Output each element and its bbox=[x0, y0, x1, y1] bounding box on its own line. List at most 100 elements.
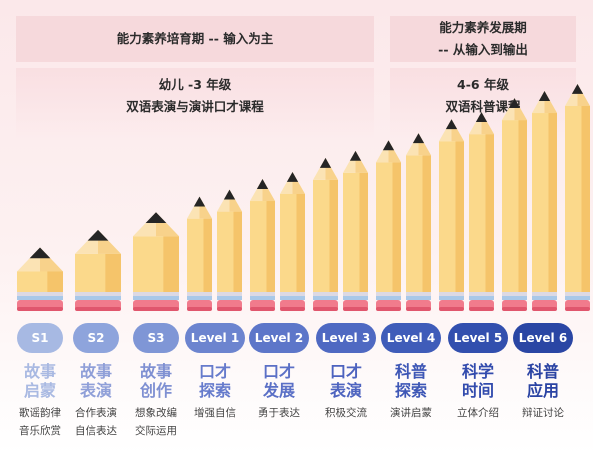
stage-description-line: 自信表达 bbox=[75, 425, 117, 437]
stage-description: 积极交流 bbox=[312, 404, 380, 422]
pencil-7 bbox=[280, 172, 305, 311]
stage-title-line: 时间 bbox=[461, 381, 494, 400]
left-grade-panel: 幼儿 -3 年级 双语表演与演讲口才课程 bbox=[16, 68, 374, 138]
pencil-band-gray bbox=[17, 292, 63, 296]
pencil-graphite-tip bbox=[256, 179, 269, 189]
pencil-body-shade bbox=[359, 172, 368, 292]
pencil-eraser-shade bbox=[376, 307, 401, 311]
pencil-16 bbox=[565, 84, 590, 311]
pencil-body-shade bbox=[163, 236, 179, 292]
pencil-band-gray bbox=[565, 292, 590, 296]
pencil-eraser-shade bbox=[187, 307, 212, 311]
pencil-4 bbox=[187, 196, 212, 311]
pencil-body-shade bbox=[105, 253, 121, 292]
pencil-2 bbox=[75, 229, 121, 311]
stage-title-line: 科普 bbox=[394, 362, 427, 381]
pencil-eraser-shade bbox=[469, 307, 494, 311]
stage-title-line: 应用 bbox=[526, 381, 559, 400]
stage-title-line: 口才 bbox=[262, 362, 295, 381]
pencil-body-shade bbox=[203, 218, 212, 292]
pencil-body-shade bbox=[455, 141, 464, 292]
stage-title-line: 创作 bbox=[139, 381, 172, 400]
pencil-graphite-tip bbox=[286, 172, 299, 182]
pencil-cone-shade bbox=[262, 179, 275, 202]
pencil-band-blue bbox=[313, 296, 338, 300]
stage-title-line: 故事 bbox=[139, 362, 172, 381]
pencil-graphite-tip bbox=[538, 91, 551, 101]
right-stage-title-line2: -- 从输入到输出 bbox=[438, 42, 528, 57]
pencil-band-blue bbox=[187, 296, 212, 300]
pencil-cone-shade bbox=[451, 119, 464, 142]
stage-description-line: 积极交流 bbox=[325, 407, 367, 419]
pencil-cone-shade bbox=[98, 229, 121, 254]
stage-badge: S2 bbox=[73, 323, 119, 353]
pencil-band-gray bbox=[439, 292, 464, 296]
stage-badge: Level 6 bbox=[513, 323, 573, 353]
pencil-6 bbox=[250, 179, 275, 311]
stage-badge: S3 bbox=[133, 323, 179, 353]
stage-title-line: 表演 bbox=[79, 381, 112, 400]
pencil-14 bbox=[502, 98, 527, 311]
stage-title: 科普 应用 bbox=[513, 362, 573, 400]
right-stage-title-line1: 能力素养发展期 bbox=[439, 20, 527, 35]
pencil-graphite-tip bbox=[145, 212, 167, 224]
pencil-body-shade bbox=[422, 155, 431, 292]
stage-badge: Level 1 bbox=[185, 323, 245, 353]
pencil-band-blue bbox=[250, 296, 275, 300]
stage-description-line: 想象改编 bbox=[135, 407, 177, 419]
pencil-band-blue bbox=[469, 296, 494, 300]
stage-title: 故事 创作 bbox=[126, 362, 186, 400]
stage-title: 口才 表演 bbox=[316, 362, 376, 400]
pencil-band-blue bbox=[502, 296, 527, 300]
stage-title-line: 口才 bbox=[198, 362, 231, 381]
pencil-1 bbox=[17, 247, 63, 311]
stage-title: 故事 启蒙 bbox=[10, 362, 70, 400]
pencil-band-blue bbox=[280, 296, 305, 300]
stage-title: 科普 探索 bbox=[381, 362, 441, 400]
pencil-body-shade bbox=[518, 120, 527, 292]
stage-title-line: 故事 bbox=[23, 362, 56, 381]
stage-title-line: 科学 bbox=[461, 362, 494, 381]
pencil-body-shade bbox=[581, 106, 590, 292]
pencil-band-gray bbox=[187, 292, 212, 296]
stage-description: 增强自信 bbox=[181, 404, 249, 422]
stage-title-line: 科普 bbox=[526, 362, 559, 381]
pencil-band-gray bbox=[280, 292, 305, 296]
stage-title-line: 发展 bbox=[262, 381, 295, 400]
stage-description: 演讲启蒙 bbox=[377, 404, 445, 422]
pencil-graphite-tip bbox=[445, 119, 458, 130]
pencil-band-gray bbox=[343, 292, 368, 296]
pencil-13 bbox=[469, 112, 494, 311]
stage-description: 辩证讨论 bbox=[509, 404, 577, 422]
pencil-eraser-shade bbox=[133, 307, 179, 311]
pencil-graphite-tip bbox=[223, 189, 236, 200]
stage-title-line: 表演 bbox=[329, 381, 362, 400]
stage-description-line: 辩证讨论 bbox=[522, 407, 564, 419]
pencil-body-shade bbox=[47, 271, 63, 292]
stage-description-line: 合作表演 bbox=[75, 407, 117, 419]
pencil-body-shade bbox=[296, 194, 305, 292]
pencil-band-blue bbox=[133, 296, 179, 300]
pencil-graphite-tip bbox=[508, 98, 521, 108]
pencil-band-blue bbox=[565, 296, 590, 300]
pencil-band-gray bbox=[217, 292, 242, 296]
pencil-body-shade bbox=[485, 134, 494, 292]
stage-description: 想象改编 交际运用 bbox=[122, 404, 190, 440]
pencil-graphite-tip bbox=[475, 112, 488, 123]
stage-badge: Level 4 bbox=[381, 323, 441, 353]
pencil-band-blue bbox=[376, 296, 401, 300]
pencil-band-gray bbox=[469, 292, 494, 296]
pencil-eraser-shade bbox=[75, 307, 121, 311]
stage-description: 合作表演 自信表达 bbox=[62, 404, 130, 440]
stage-title: 口才 探索 bbox=[185, 362, 245, 400]
pencil-graphite-tip bbox=[349, 150, 362, 161]
pencil-band-gray bbox=[532, 292, 557, 296]
left-stage-title: 能力素养培育期 -- 输入为主 bbox=[116, 31, 274, 46]
pencil-eraser-shade bbox=[565, 307, 590, 311]
pencil-eraser-shade bbox=[313, 307, 338, 311]
left-course-name: 双语表演与演讲口才课程 bbox=[126, 99, 264, 114]
pencil-body-shade bbox=[548, 113, 557, 292]
pencil-10 bbox=[376, 140, 401, 311]
pencil-band-gray bbox=[376, 292, 401, 296]
